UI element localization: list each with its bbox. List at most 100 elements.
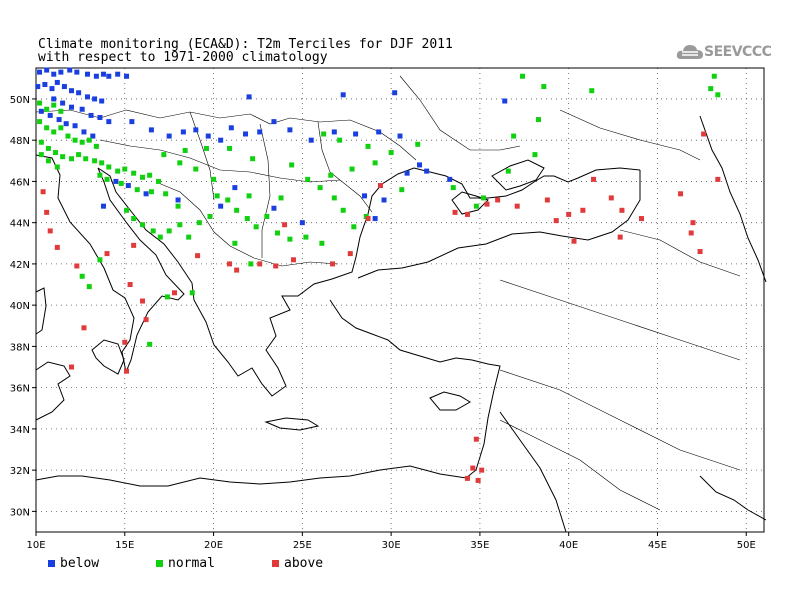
station-normal bbox=[207, 213, 213, 219]
station-normal bbox=[164, 294, 170, 300]
station-below bbox=[125, 183, 131, 189]
station-markers bbox=[35, 67, 721, 483]
station-below bbox=[99, 98, 105, 104]
station-normal bbox=[161, 152, 167, 158]
station-normal bbox=[541, 84, 547, 90]
station-normal bbox=[104, 176, 110, 182]
legend-swatch bbox=[156, 560, 163, 567]
y-tick-label: 50N bbox=[10, 95, 30, 106]
country-borders bbox=[35, 75, 741, 511]
station-normal bbox=[189, 290, 195, 296]
station-normal bbox=[349, 166, 355, 172]
station-normal bbox=[148, 189, 154, 195]
station-above bbox=[697, 249, 703, 255]
x-tick-label: 25E bbox=[293, 540, 312, 551]
station-normal bbox=[214, 193, 220, 199]
station-above bbox=[473, 436, 479, 442]
station-below bbox=[79, 106, 85, 112]
station-above bbox=[690, 220, 696, 226]
station-normal bbox=[264, 213, 270, 219]
station-below bbox=[271, 205, 277, 211]
y-tick-label: 30N bbox=[10, 507, 30, 518]
station-below bbox=[381, 197, 387, 203]
station-above bbox=[377, 183, 383, 189]
station-above bbox=[227, 261, 233, 267]
station-below bbox=[42, 81, 48, 87]
station-above bbox=[143, 317, 149, 323]
seevccc-logo: SEEVCCC bbox=[676, 42, 772, 64]
station-above bbox=[104, 251, 110, 257]
station-below bbox=[51, 71, 57, 77]
station-normal bbox=[93, 143, 99, 149]
station-normal bbox=[131, 170, 137, 176]
station-below bbox=[61, 84, 67, 90]
station-normal bbox=[317, 185, 323, 191]
y-tick-label: 42N bbox=[10, 260, 30, 271]
station-normal bbox=[337, 137, 343, 143]
station-above bbox=[566, 211, 572, 217]
station-normal bbox=[97, 257, 103, 263]
station-below bbox=[404, 170, 410, 176]
station-normal bbox=[340, 207, 346, 213]
station-normal bbox=[157, 234, 163, 240]
station-normal bbox=[473, 203, 479, 209]
station-normal bbox=[53, 150, 59, 156]
station-normal bbox=[79, 139, 85, 145]
station-below bbox=[193, 127, 199, 133]
x-tick-label: 20E bbox=[204, 540, 223, 551]
station-above bbox=[580, 207, 586, 213]
station-normal bbox=[45, 158, 51, 164]
legend-label: above bbox=[284, 556, 324, 571]
station-below bbox=[69, 104, 75, 110]
station-above bbox=[495, 197, 501, 203]
station-below bbox=[271, 119, 277, 125]
station-normal bbox=[175, 203, 181, 209]
station-normal bbox=[287, 236, 293, 242]
station-normal bbox=[140, 222, 146, 228]
station-above bbox=[69, 364, 75, 370]
station-below bbox=[106, 73, 112, 79]
station-below bbox=[331, 129, 337, 135]
station-normal bbox=[232, 240, 238, 246]
station-below bbox=[129, 119, 135, 125]
station-above bbox=[638, 216, 644, 222]
station-above bbox=[40, 189, 46, 195]
station-normal bbox=[69, 156, 75, 162]
station-below bbox=[54, 79, 60, 85]
station-below bbox=[124, 73, 130, 79]
station-below bbox=[175, 197, 181, 203]
station-normal bbox=[79, 273, 85, 279]
y-tick-label: 40N bbox=[10, 301, 30, 312]
station-above bbox=[619, 207, 625, 213]
station-normal bbox=[351, 224, 357, 230]
station-below bbox=[218, 137, 224, 143]
station-below bbox=[58, 69, 64, 75]
station-normal bbox=[150, 228, 156, 234]
station-normal bbox=[38, 152, 44, 158]
station-normal bbox=[86, 137, 92, 143]
station-normal bbox=[505, 168, 511, 174]
station-above bbox=[234, 267, 240, 273]
station-below bbox=[106, 119, 112, 125]
station-normal bbox=[203, 145, 209, 151]
station-normal bbox=[253, 224, 259, 230]
station-normal bbox=[225, 197, 231, 203]
y-tick-label: 48N bbox=[10, 136, 30, 147]
station-normal bbox=[372, 160, 378, 166]
station-normal bbox=[415, 141, 421, 147]
x-tick-label: 40E bbox=[559, 540, 578, 551]
station-above bbox=[514, 203, 520, 209]
station-normal bbox=[177, 222, 183, 228]
station-below bbox=[51, 96, 57, 102]
station-above bbox=[127, 282, 133, 288]
x-tick-label: 15E bbox=[115, 540, 134, 551]
x-tick-label: 50E bbox=[737, 540, 756, 551]
station-below bbox=[81, 129, 87, 135]
legend-label: normal bbox=[168, 556, 215, 571]
station-normal bbox=[711, 73, 717, 79]
x-tick-label: 45E bbox=[648, 540, 667, 551]
station-below bbox=[232, 185, 238, 191]
station-below bbox=[392, 90, 398, 96]
station-below bbox=[113, 178, 119, 184]
station-normal bbox=[45, 145, 51, 151]
